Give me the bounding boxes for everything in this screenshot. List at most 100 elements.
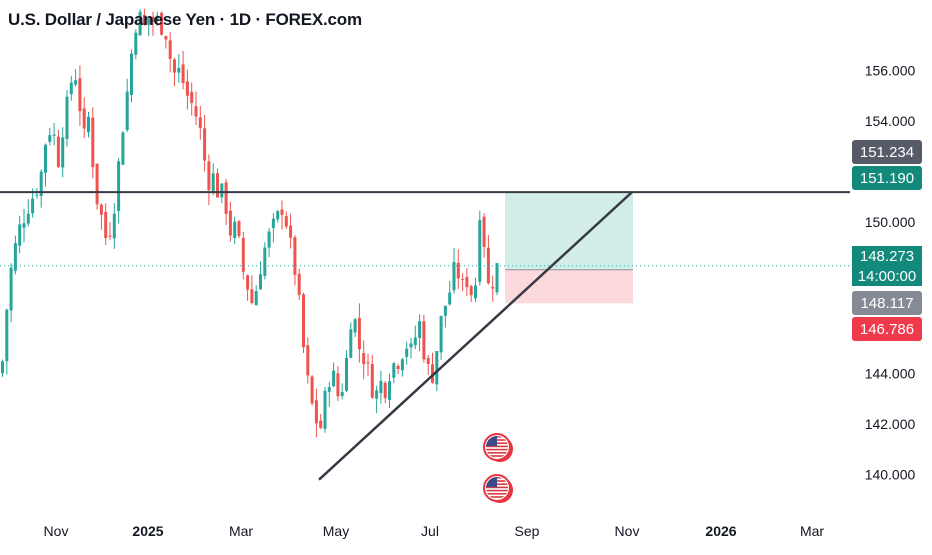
candle-body bbox=[289, 226, 292, 238]
candle-body bbox=[444, 306, 447, 316]
candle-body bbox=[126, 92, 129, 130]
candle-body bbox=[246, 275, 249, 289]
candle-body bbox=[341, 392, 344, 396]
candle-body bbox=[427, 358, 430, 364]
price-tick-label: 140.000 bbox=[865, 467, 916, 483]
candle-body bbox=[315, 400, 318, 423]
candle-body bbox=[293, 237, 296, 275]
candle-body bbox=[470, 286, 473, 295]
candle-body bbox=[263, 248, 266, 276]
candle-body bbox=[285, 216, 288, 226]
candle-body bbox=[281, 209, 284, 215]
candle-body bbox=[259, 274, 262, 289]
price-tick-label: 156.000 bbox=[865, 63, 916, 79]
candle-body bbox=[474, 285, 477, 298]
candle-body bbox=[117, 161, 120, 211]
candle-body bbox=[233, 222, 236, 238]
price-label-text: 151.190 bbox=[860, 170, 914, 187]
candle-body bbox=[225, 182, 228, 213]
candle-body bbox=[478, 220, 481, 282]
candle-body bbox=[177, 68, 180, 73]
time-tick-label: Sep bbox=[515, 523, 540, 539]
time-tick-label: Jul bbox=[421, 523, 439, 539]
candle-body bbox=[113, 214, 116, 239]
price-tick-label: 150.000 bbox=[865, 214, 916, 230]
time-tick-label: 2026 bbox=[705, 523, 736, 539]
candle-body bbox=[35, 195, 38, 196]
candle-body bbox=[268, 232, 271, 248]
candle-body bbox=[27, 214, 30, 224]
candle-body bbox=[66, 97, 69, 139]
candle-body bbox=[379, 381, 382, 393]
candle-body bbox=[87, 117, 90, 132]
price-label-text: 151.234 bbox=[860, 144, 914, 161]
time-tick-label: Nov bbox=[44, 523, 69, 539]
take-profit-zone[interactable] bbox=[505, 192, 633, 270]
time-tick-label: Mar bbox=[229, 523, 253, 539]
candle-body bbox=[169, 40, 172, 58]
candle-body bbox=[250, 289, 253, 303]
candle-body bbox=[104, 212, 107, 238]
candle-body bbox=[255, 291, 258, 305]
candle-body bbox=[345, 358, 348, 391]
candle-body bbox=[483, 217, 486, 247]
candle-body bbox=[410, 343, 413, 347]
candle-body bbox=[461, 279, 464, 280]
candle-body bbox=[397, 366, 400, 369]
candle-body bbox=[195, 106, 198, 116]
candle-body bbox=[91, 118, 94, 168]
candle-body bbox=[362, 353, 365, 364]
candle-body bbox=[182, 64, 185, 83]
candle-body bbox=[134, 33, 137, 55]
candle-body bbox=[238, 221, 241, 236]
candle-body bbox=[5, 310, 8, 362]
candle-body bbox=[44, 145, 47, 173]
candle-body bbox=[78, 78, 81, 111]
candle-body bbox=[435, 351, 438, 384]
candle-body bbox=[414, 337, 417, 345]
candle-body bbox=[57, 137, 60, 167]
candle-body bbox=[448, 293, 451, 305]
candle-body bbox=[96, 164, 99, 205]
candle-body bbox=[298, 274, 301, 295]
candle-body bbox=[121, 133, 124, 165]
candle-body bbox=[358, 318, 361, 349]
candle-body bbox=[48, 135, 51, 142]
candle-body bbox=[23, 223, 26, 228]
candle-body bbox=[14, 243, 17, 271]
candle-body bbox=[1, 361, 4, 373]
price-label-text: 148.273 bbox=[860, 248, 914, 265]
time-axis[interactable]: Nov 2025 Mar May Jul Sep Nov 2026 Mar bbox=[44, 523, 825, 539]
candle-body bbox=[418, 321, 421, 338]
candle-body bbox=[199, 117, 202, 127]
candle-body bbox=[109, 236, 112, 237]
candle-body bbox=[491, 287, 494, 289]
candle-body bbox=[242, 238, 245, 272]
candle-body bbox=[164, 36, 167, 39]
candle-body bbox=[70, 83, 73, 95]
candle-body bbox=[61, 138, 64, 168]
candle-body bbox=[83, 109, 86, 129]
price-label-text: 14:00:00 bbox=[858, 268, 916, 285]
candle-body bbox=[100, 205, 103, 215]
time-tick-label: 2025 bbox=[132, 523, 163, 539]
candle-body bbox=[324, 391, 327, 429]
candle-body bbox=[31, 199, 34, 214]
candle-body bbox=[186, 81, 189, 95]
candle-body bbox=[336, 373, 339, 396]
stop-loss-zone[interactable] bbox=[505, 270, 633, 304]
candle-body bbox=[302, 294, 305, 347]
candle-body bbox=[216, 173, 219, 197]
candle-body bbox=[130, 54, 133, 95]
candle-body bbox=[401, 359, 404, 370]
candle-body bbox=[332, 371, 335, 387]
candle-body bbox=[388, 381, 391, 400]
candle-body bbox=[384, 383, 387, 398]
candle-body bbox=[272, 219, 275, 228]
candle-body bbox=[375, 390, 378, 398]
candle-body bbox=[173, 59, 176, 72]
candle-body bbox=[496, 263, 499, 292]
